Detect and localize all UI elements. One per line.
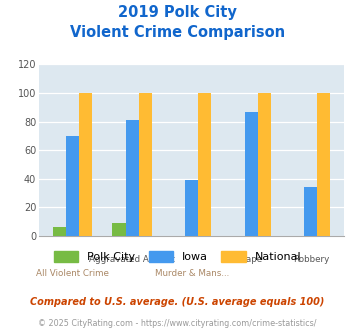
Bar bbox=[53, 227, 66, 236]
Text: © 2025 CityRating.com - https://www.cityrating.com/crime-statistics/: © 2025 CityRating.com - https://www.city… bbox=[38, 319, 317, 328]
Text: Murder & Mans...: Murder & Mans... bbox=[154, 269, 229, 278]
Bar bbox=[198, 93, 211, 236]
Text: Violent Crime Comparison: Violent Crime Comparison bbox=[70, 25, 285, 40]
Text: Compared to U.S. average. (U.S. average equals 100): Compared to U.S. average. (U.S. average … bbox=[30, 297, 325, 307]
Bar bbox=[185, 180, 198, 236]
Bar bbox=[245, 112, 258, 236]
Text: All Violent Crime: All Violent Crime bbox=[36, 269, 109, 278]
Legend: Polk City, Iowa, National: Polk City, Iowa, National bbox=[49, 247, 306, 267]
Bar bbox=[113, 223, 126, 236]
Bar bbox=[79, 93, 92, 236]
Bar bbox=[126, 120, 139, 236]
Bar bbox=[66, 136, 79, 236]
Bar bbox=[258, 93, 271, 236]
Text: Rape: Rape bbox=[240, 255, 262, 264]
Bar bbox=[304, 187, 317, 236]
Bar bbox=[317, 93, 331, 236]
Bar bbox=[139, 93, 152, 236]
Text: 2019 Polk City: 2019 Polk City bbox=[118, 5, 237, 20]
Text: Robbery: Robbery bbox=[293, 255, 329, 264]
Text: Aggravated Assault: Aggravated Assault bbox=[89, 255, 175, 264]
